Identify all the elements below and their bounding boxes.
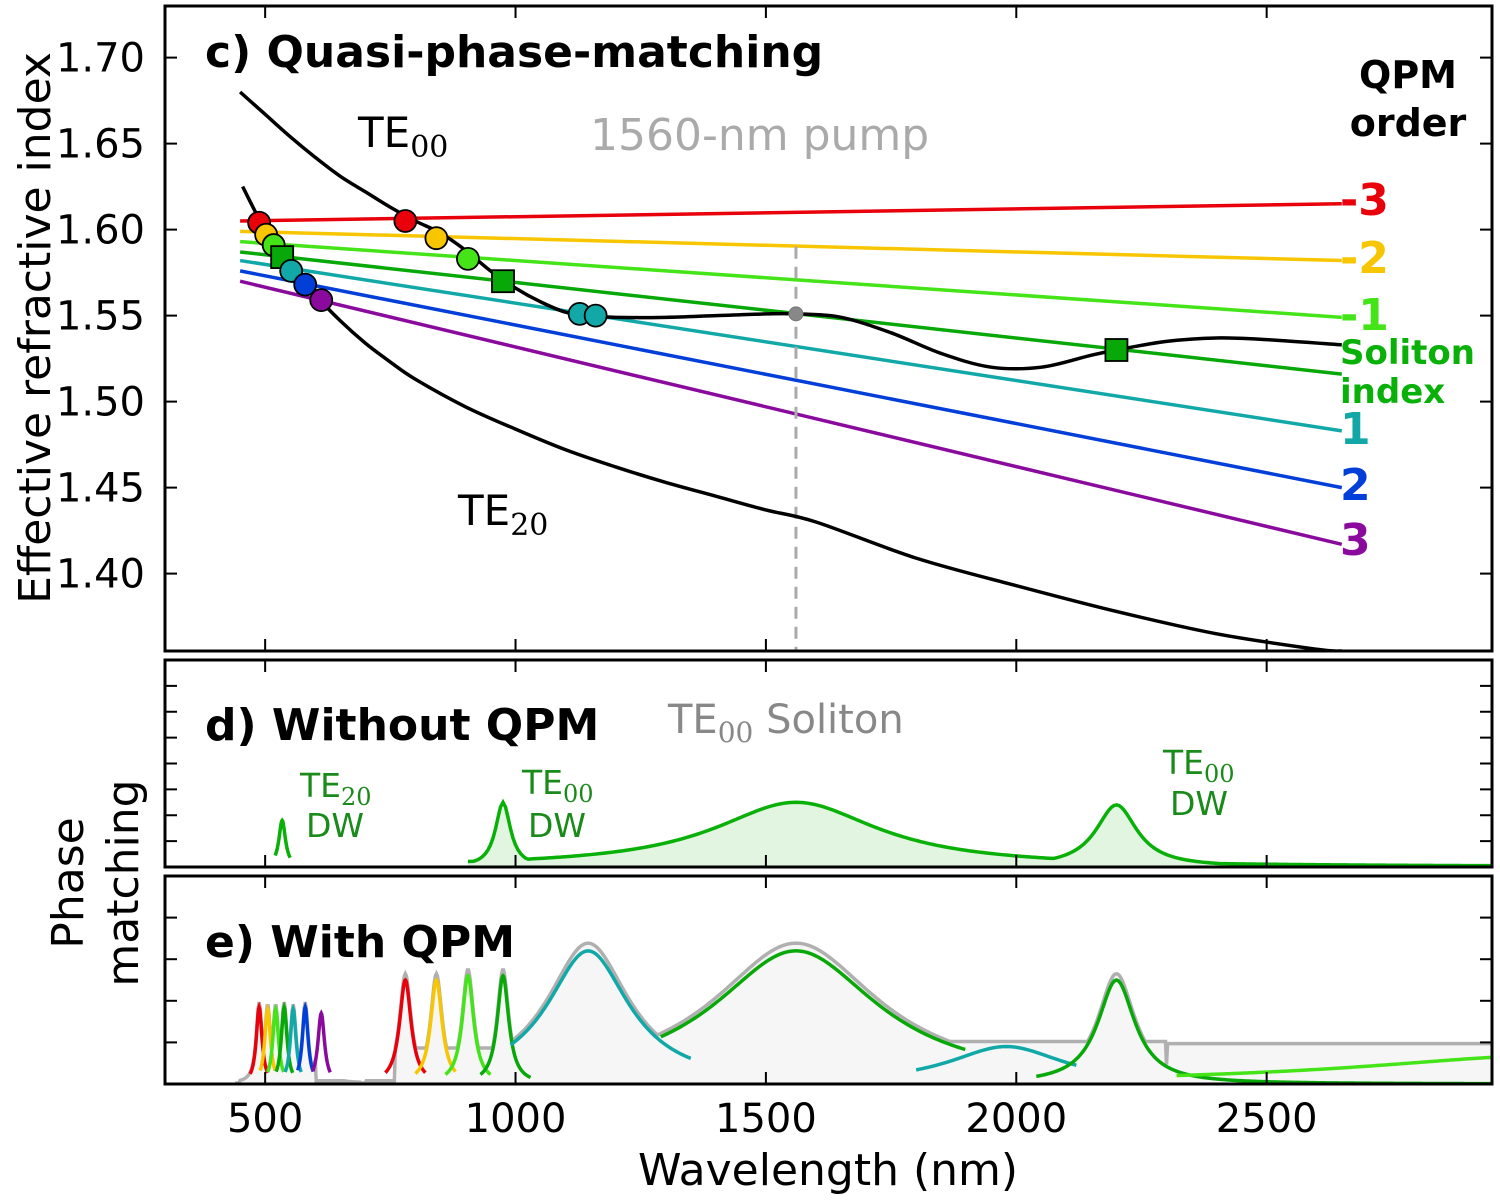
svg-text:TE00: TE00 (1162, 743, 1235, 788)
qpm-peak (414, 977, 457, 1075)
x-tick-label: 2500 (1216, 1096, 1318, 1142)
soliton-fill-area (467, 802, 1492, 867)
legend: QPM order -3 -2 -1 Soliton index 1 2 3 (1340, 53, 1475, 566)
legend-item-soliton: Soliton (1340, 333, 1475, 373)
qpm-line-3 (239, 239, 1342, 320)
te20-label: TE20 (457, 486, 548, 543)
qpm-point (491, 269, 515, 294)
y-tick-label: 1.70 (56, 36, 145, 82)
qpm-point (393, 209, 418, 233)
svg-text:DW: DW (306, 806, 364, 845)
qpm-peak (509, 949, 692, 1061)
qpm-point (309, 288, 334, 313)
panel-d-subtitle: TE00 Soliton (667, 697, 904, 749)
dw-label-te20: TE20 DW (299, 766, 372, 845)
te00-label: TE00 (357, 108, 448, 165)
dw-label-te00-first: TE00 DW (521, 763, 594, 845)
qpm-peak (248, 1001, 270, 1075)
legend-item-minus1: -1 (1340, 290, 1389, 341)
panel-d: d) Without QPM TE00 Soliton TE20 DW TE00… (43, 658, 1494, 987)
pump-label: 1560-nm pump (590, 110, 929, 161)
legend-title-line1: QPM (1359, 53, 1457, 97)
qpm-peak (660, 949, 966, 1052)
mode-curve-te00 (238, 90, 1342, 371)
svg-text:TE00: TE00 (521, 763, 594, 808)
dw-label-te00-second: TE00 DW (1162, 743, 1235, 823)
phase-matching-label-line1: Phase (43, 817, 94, 948)
x-axis: 500 1000 1500 2000 2500 (227, 6, 1318, 1142)
y-tick-label: 1.50 (56, 380, 145, 426)
qpm-point (424, 226, 449, 251)
qpm-line-2 (240, 229, 1342, 263)
y-tick-label: 1.55 (56, 294, 145, 340)
qpm-line-5 (239, 258, 1343, 433)
legend-item-3: 3 (1340, 515, 1371, 566)
legend-title-line2: order (1350, 101, 1467, 145)
qpm-peak (274, 1001, 295, 1074)
svg-text:TE20: TE20 (299, 766, 372, 811)
legend-item-minus2: -2 (1340, 233, 1389, 284)
qpm-point (788, 306, 804, 322)
qpm-peak (444, 973, 492, 1076)
legend-item-2: 2 (1340, 460, 1371, 511)
qpm-peak (311, 1009, 332, 1074)
x-axis-label: Wavelength (nm) (638, 1145, 1018, 1196)
svg-text:DW: DW (1170, 784, 1228, 823)
qpm-point (293, 272, 318, 297)
y-tick-label: 1.60 (56, 208, 145, 254)
x-tick-label: 1000 (465, 1096, 567, 1142)
y-tick-label: 1.65 (56, 122, 145, 168)
qpm-peak (915, 1044, 1077, 1072)
qpm-peak (296, 1001, 315, 1073)
qpm-peak (1176, 1055, 1492, 1078)
phase-matching-label-line2: matching (98, 779, 149, 986)
x-tick-label: 2000 (965, 1096, 1067, 1142)
te20-dw-peak (273, 817, 292, 859)
panel-c-title: c) Quasi-phase-matching (205, 27, 823, 78)
phase-matching-curve (467, 798, 1492, 867)
panel-e-title: e) With QPM (205, 917, 515, 968)
y-tick-label: 1.45 (56, 466, 145, 512)
legend-item-1: 1 (1340, 404, 1371, 455)
qpm-line-1 (240, 202, 1342, 223)
panel-e-frame (163, 874, 1494, 1086)
qpm-point (583, 303, 608, 328)
panel-c-frame (163, 4, 1494, 653)
qpm-line-7 (239, 279, 1343, 547)
svg-text:DW: DW (528, 806, 586, 845)
qpm-peak (258, 1003, 277, 1072)
qpm-line-6 (239, 269, 1343, 490)
legend-item-minus3: -3 (1340, 175, 1389, 226)
y-tick-label: 1.40 (56, 552, 145, 598)
qpm-peak (266, 1003, 286, 1073)
qpm-peak (479, 973, 532, 1080)
qpm-point (1104, 338, 1129, 362)
legend-item-soliton-line2: index (1340, 372, 1445, 412)
y-axis-label: Effective refractive index (10, 52, 61, 604)
x-tick-label: 500 (227, 1096, 303, 1142)
panel-d-title: d) Without QPM (205, 700, 599, 751)
panel-e: e) With QPM (163, 874, 1494, 1086)
mode-curve-te20 (241, 185, 1342, 651)
qpm-point (456, 246, 480, 271)
qpm-peak (384, 977, 427, 1074)
panel-c: 1.40 1.45 1.50 1.55 1.60 1.65 1.70 c) Quasi-ph… (10, 4, 1494, 653)
x-tick-label: 1500 (715, 1096, 817, 1142)
